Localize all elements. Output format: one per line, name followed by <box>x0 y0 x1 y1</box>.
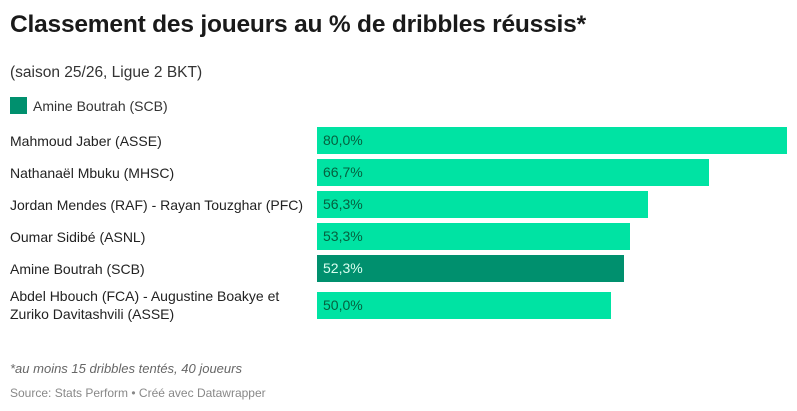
bar-track: 66,7% <box>317 159 787 186</box>
bar-track: 53,3% <box>317 223 787 250</box>
bar-row: Mahmoud Jaber (ASSE) 80,0% <box>10 127 787 154</box>
bar-label: Mahmoud Jaber (ASSE) <box>10 132 162 149</box>
legend-swatch <box>10 97 27 114</box>
bar: 53,3% <box>317 223 631 250</box>
bar-track: 80,0% <box>317 127 787 154</box>
chart-subtitle: (saison 25/26, Ligue 2 BKT) <box>10 64 203 81</box>
chart-container: Classement des joueurs au % de dribbles … <box>10 11 787 323</box>
bar-row: Amine Boutrah (SCB) 52,3% <box>10 255 787 282</box>
bar-track: 56,3% <box>317 191 787 218</box>
legend: Amine Boutrah (SCB) <box>10 97 787 114</box>
bar: 80,0% <box>317 127 787 154</box>
bar-label: Abdel Hbouch (FCA) - Augustine Boakye et… <box>10 288 280 322</box>
bar-label: Nathanaël Mbuku (MHSC) <box>10 164 175 181</box>
legend-label: Amine Boutrah (SCB) <box>33 97 168 114</box>
bar-label: Jordan Mendes (RAF) - Rayan Touzghar (PF… <box>10 196 304 213</box>
bar-row: Abdel Hbouch (FCA) - Augustine Boakye et… <box>10 287 787 323</box>
source-line: Source: Stats Perform • Créé avec Datawr… <box>10 386 266 400</box>
data-label: 52,3% <box>323 260 363 276</box>
data-label: 56,3% <box>323 196 363 212</box>
data-label: 50,0% <box>323 296 363 313</box>
bar: 56,3% <box>317 191 648 218</box>
bar-label: Amine Boutrah (SCB) <box>10 260 145 277</box>
bar: 66,7% <box>317 159 709 186</box>
bar-row: Nathanaël Mbuku (MHSC) 66,7% <box>10 159 787 186</box>
data-label: 53,3% <box>323 228 363 244</box>
chart-title: Classement des joueurs au % de dribbles … <box>10 11 586 38</box>
bar-row: Jordan Mendes (RAF) - Rayan Touzghar (PF… <box>10 191 787 218</box>
data-label: 80,0% <box>323 132 363 148</box>
data-label: 66,7% <box>323 164 363 180</box>
bar-track: 50,0% <box>317 291 787 319</box>
bar-rows: Mahmoud Jaber (ASSE) 80,0% Nathanaël Mbuku… <box>10 127 787 323</box>
bar: 52,3% <box>317 255 625 282</box>
bar: 50,0% <box>317 291 611 319</box>
bar-label: Oumar Sidibé (ASNL) <box>10 228 146 245</box>
footnote: *au moins 15 dribbles tentés, 40 joueurs <box>10 361 242 376</box>
bar-track: 52,3% <box>317 255 787 282</box>
bar-row: Oumar Sidibé (ASNL) 53,3% <box>10 223 787 250</box>
